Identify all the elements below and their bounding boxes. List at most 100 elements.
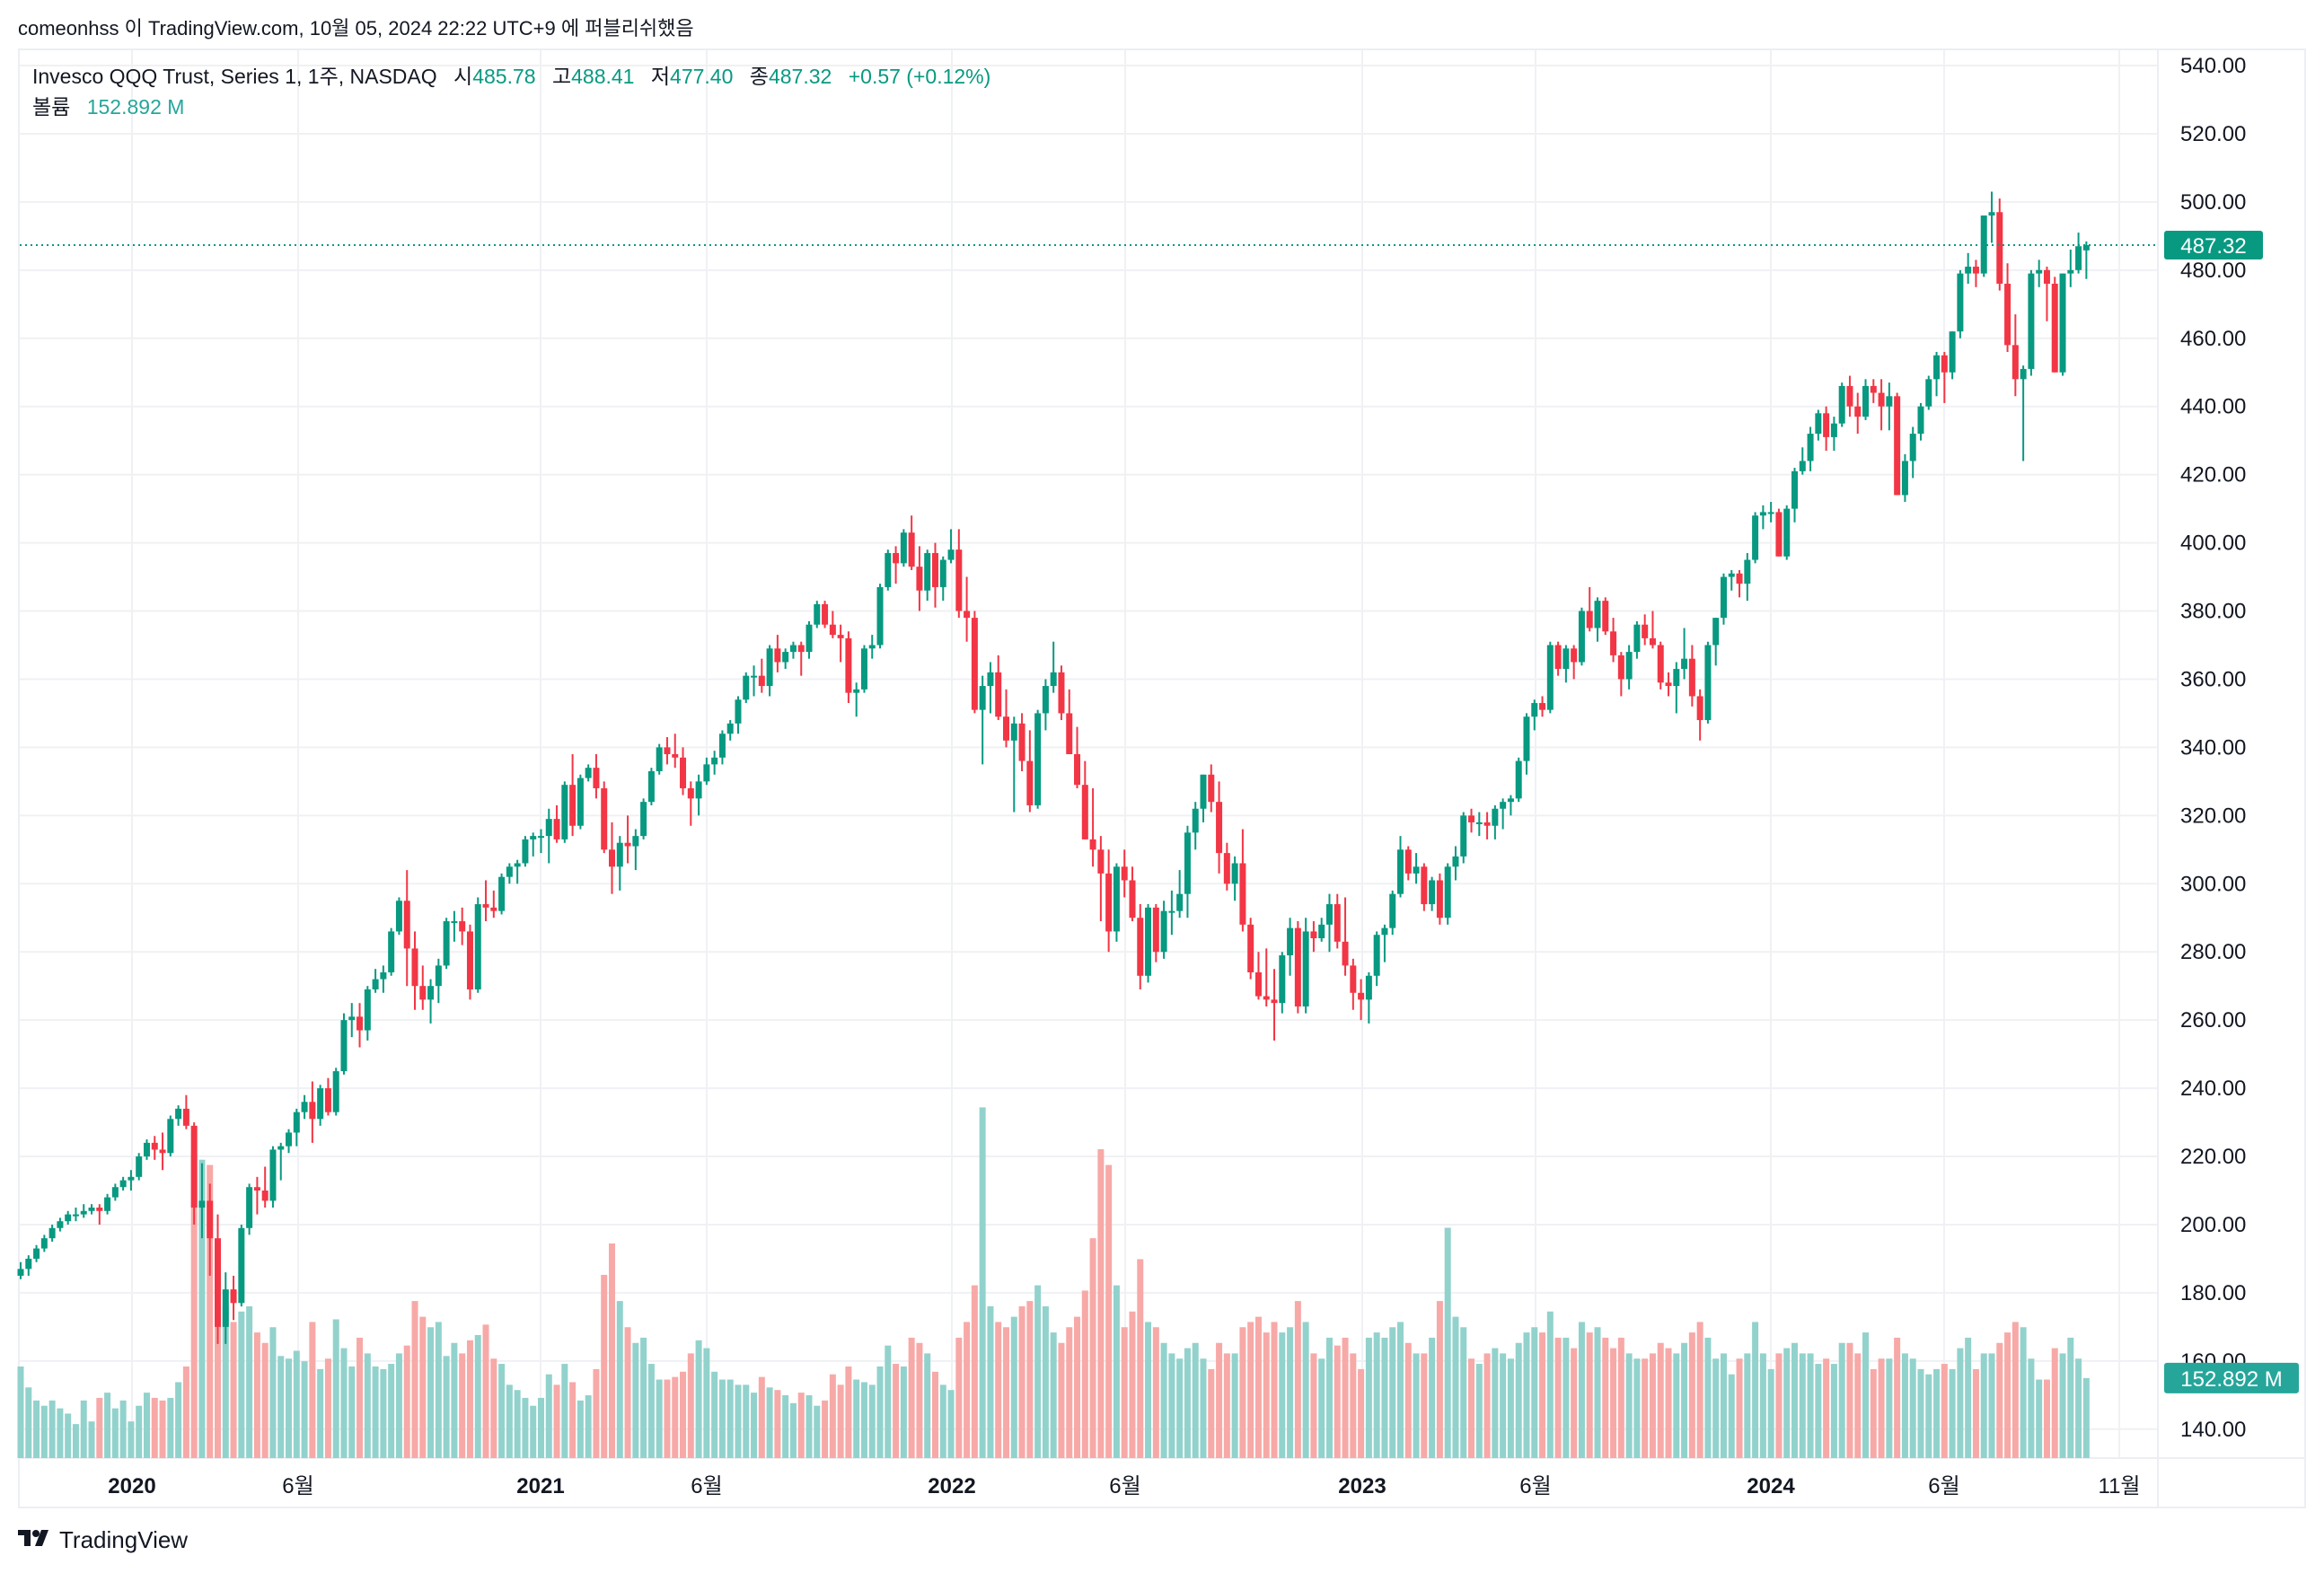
candle: [1121, 849, 1128, 898]
candle: [1137, 904, 1144, 989]
candle: [1957, 269, 1964, 338]
volume-row: 볼륨 152.892 M: [32, 92, 990, 122]
volume-bar: [1460, 1327, 1467, 1458]
candle: [1665, 672, 1672, 697]
candle-body: [357, 1016, 364, 1031]
candle-body: [1704, 645, 1712, 721]
volume-bar: [647, 1364, 655, 1458]
volume-bar: [1712, 1358, 1720, 1458]
candle-body: [2075, 246, 2082, 270]
candle: [490, 890, 497, 918]
volume-bar: [1720, 1353, 1727, 1458]
low-value: 477.40: [670, 65, 734, 88]
candle: [372, 969, 379, 993]
candle-body: [1728, 573, 1735, 577]
candle-body: [96, 1207, 103, 1211]
candle-body: [1870, 385, 1877, 393]
candle-body: [837, 635, 844, 638]
candle: [40, 1235, 48, 1252]
candle-body: [65, 1214, 72, 1222]
volume-bar: [2059, 1353, 2066, 1458]
volume-bar: [1254, 1316, 1262, 1458]
candle-body: [1444, 866, 1451, 918]
candle: [553, 804, 560, 843]
volume-bar: [1058, 1342, 1065, 1458]
candle-body: [1468, 815, 1475, 822]
candle: [995, 655, 1002, 721]
candle-body: [136, 1156, 143, 1177]
volume-bar: [1413, 1353, 1420, 1458]
volume-bar: [2028, 1358, 2035, 1458]
volume-bar: [1610, 1348, 1617, 1458]
candle-body: [522, 839, 529, 864]
candle: [25, 1255, 32, 1276]
y-tick-label: 420.00: [2180, 463, 2246, 488]
symbol-name[interactable]: Invesco QQQ Trust, Series 1, 1주, NASDAQ: [32, 65, 437, 88]
x-tick-label: 2023: [1338, 1474, 1386, 1498]
candle-body: [695, 781, 702, 799]
candle-body: [1010, 723, 1017, 741]
candle: [207, 1183, 214, 1276]
volume-bar: [364, 1353, 371, 1458]
volume-bar: [924, 1353, 931, 1458]
candle: [1925, 375, 1932, 410]
volume-bar: [1909, 1358, 1916, 1458]
candle-body: [1578, 611, 1585, 663]
candle-body: [1657, 645, 1664, 683]
candle-body: [175, 1108, 182, 1120]
volume-bar: [687, 1353, 694, 1458]
volume-bar: [1980, 1353, 1987, 1458]
volume-bar: [1878, 1358, 1885, 1458]
candle: [1413, 853, 1420, 884]
candle-body: [1192, 808, 1199, 833]
candle: [900, 529, 907, 567]
candle: [577, 774, 584, 830]
candle-body: [1681, 658, 1688, 670]
candle-body: [1373, 935, 1380, 976]
volume-bar: [96, 1397, 103, 1458]
candle: [1271, 969, 1278, 1041]
volume-bar: [498, 1364, 506, 1458]
candle: [1862, 379, 1870, 420]
candle: [1649, 611, 1656, 649]
candle-body: [1429, 880, 1436, 905]
candle: [1018, 713, 1026, 771]
volume-bar: [585, 1395, 592, 1458]
volume-bar: [561, 1364, 568, 1458]
candle-body: [498, 876, 506, 911]
candle: [1381, 924, 1388, 962]
candle: [1617, 652, 1624, 697]
candle-body: [246, 1187, 253, 1228]
volume-bar: [1160, 1342, 1167, 1458]
candle-body: [364, 989, 371, 1031]
candle: [482, 880, 489, 922]
candle: [111, 1183, 119, 1201]
volume-bar: [2004, 1332, 2011, 1458]
candle: [33, 1244, 40, 1262]
candle: [1452, 846, 1459, 881]
volume-bar: [1594, 1327, 1601, 1458]
candle: [1081, 760, 1088, 839]
volume-bar: [814, 1405, 821, 1458]
x-tick-label: 6월: [691, 1474, 722, 1498]
candle-body: [411, 948, 418, 987]
volume-bar: [482, 1324, 489, 1458]
candle-body: [774, 648, 781, 663]
volume-bar: [751, 1393, 758, 1458]
candle-body: [782, 652, 789, 663]
volume-bar: [293, 1350, 300, 1458]
candle-body: [900, 532, 907, 564]
candle: [837, 624, 844, 663]
candle-body: [261, 1191, 268, 1201]
candle: [1263, 948, 1270, 1006]
candle-body: [25, 1258, 32, 1270]
tradingview-logo[interactable]: TradingView: [18, 1526, 188, 1554]
volume-bar: [1429, 1337, 1436, 1458]
candle-body: [766, 648, 773, 687]
candle: [743, 672, 750, 704]
volume-bar: [885, 1345, 892, 1458]
candle-body: [1933, 355, 1941, 380]
candle: [506, 863, 513, 884]
candle: [215, 1214, 221, 1344]
